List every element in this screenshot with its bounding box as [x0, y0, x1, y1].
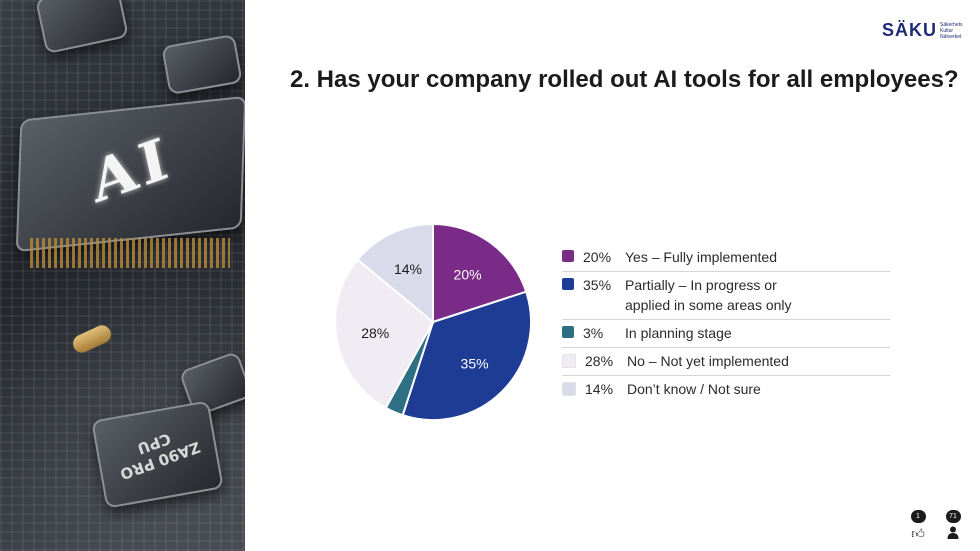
legend-item: 14% Don’t know / Not sure [562, 376, 890, 403]
legend-label: In planning stage [625, 325, 732, 341]
legend-percent: 28% [585, 353, 614, 369]
ai-chip-label: AI [84, 123, 178, 217]
person-icon[interactable] [942, 526, 964, 542]
logo-subtitle-line: Kultur [940, 27, 954, 34]
legend-label: Yes – Fully implemented [625, 249, 778, 265]
legend-swatch [562, 326, 574, 338]
pie-slice [401, 290, 532, 421]
legend-swatch [562, 278, 574, 290]
logo-mark: SÄKU [882, 20, 938, 40]
legend-label: Partially – In progress or applied in som… [625, 277, 792, 313]
participants-reaction[interactable]: 71 [942, 505, 964, 542]
legend-percent: 20% [583, 249, 612, 265]
logo-subtitle: Säkerhets Kultur Nätverket [940, 22, 963, 40]
thumbs-up-icon[interactable]: 👍︎ [911, 526, 925, 541]
small-chip [35, 0, 129, 55]
slice-value-label: 28% [361, 325, 389, 341]
saku-logo[interactable]: SÄKU Säkerhets Kultur Nätverket [882, 20, 963, 41]
legend-item: 3% In planning stage [562, 320, 890, 348]
small-chip [161, 33, 243, 96]
pie-slice [432, 222, 528, 324]
pie-slice [334, 258, 435, 410]
cpu-chip: ZA90 PRO CPU [91, 400, 224, 509]
logo-subtitle-line: Nätverket [940, 33, 962, 40]
hero-image-ai-chip: AI ZA90 PRO CPU [0, 0, 245, 551]
slice-value-label: 35% [461, 356, 489, 372]
pie-slice [356, 222, 434, 325]
legend-swatch [562, 354, 576, 368]
logo-subtitle-line: Säkerhets [940, 21, 963, 28]
legend-percent: 14% [585, 381, 614, 397]
legend-percent: 3% [583, 325, 604, 341]
legend-item: 35% Partially – In progress or applied in … [562, 272, 890, 320]
like-reaction[interactable]: 1 👍︎ [907, 505, 929, 542]
ai-processor-chip: AI [15, 95, 245, 253]
legend-label: No – Not yet implemented [627, 353, 789, 369]
legend-swatch [562, 382, 576, 396]
slice-value-label: 14% [394, 261, 422, 277]
legend-item: 28% No – Not yet implemented [562, 348, 890, 376]
chip-pins [30, 238, 230, 268]
legend-item: 20% Yes – Fully implemented [562, 244, 890, 272]
legend-swatch [562, 250, 574, 262]
capacitor [70, 322, 114, 356]
chart-legend: 20% Yes – Fully implemented 35% Partially –… [562, 244, 890, 403]
legend-label: Don’t know / Not sure [627, 381, 761, 397]
like-count: 1 [910, 510, 926, 523]
pie-chart: 20% 35% 28% 14% [334, 222, 532, 421]
legend-percent: 35% [583, 277, 612, 293]
slice-value-label: 20% [454, 266, 482, 282]
question-title: 2. Has your company rolled out AI tools … [290, 66, 959, 93]
participant-count: 71 [945, 510, 961, 523]
cpu-chip-label: ZA90 PRO CPU [117, 429, 203, 484]
